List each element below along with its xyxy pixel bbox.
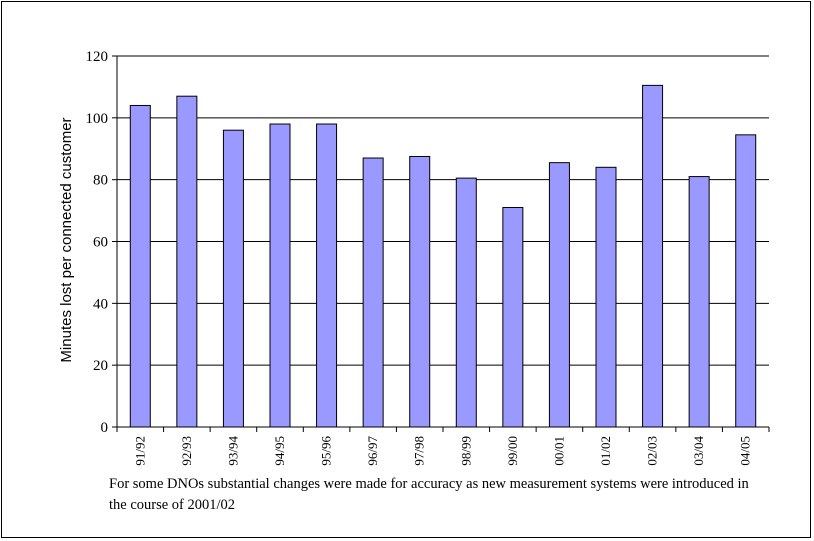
bar-01/02	[595, 166, 617, 428]
bar-91/92	[129, 104, 151, 428]
y-tick-labels: 0 20 40 60 80 100 120	[86, 49, 109, 436]
bar-92/93	[176, 95, 198, 428]
x-tick-label-91/92: 91/92	[132, 436, 147, 466]
bar-98/99	[455, 177, 477, 428]
x-tick-label-93/94: 93/94	[225, 436, 240, 466]
bar-93/94	[222, 129, 244, 428]
y-tick-label-80: 80	[93, 173, 108, 189]
bar-99/00	[502, 206, 524, 428]
bar-03/04	[688, 176, 710, 428]
footnote: For some DNOs substantial changes were m…	[109, 476, 749, 513]
bar-96/97	[362, 157, 384, 428]
y-tick-label-40: 40	[93, 296, 108, 312]
bar-04/05	[735, 134, 757, 428]
axes	[112, 55, 770, 432]
x-tick-label-96/97: 96/97	[365, 436, 380, 466]
gridlines	[117, 55, 769, 366]
bar-02/03	[642, 84, 664, 428]
x-tick-label-03/04: 03/04	[691, 436, 706, 466]
x-tick-label-99/00: 99/00	[505, 436, 520, 466]
bar-94/95	[269, 123, 291, 428]
x-tick-label-92/93: 92/93	[179, 436, 194, 466]
y-tick-label-60: 60	[93, 235, 108, 251]
bar-95/96	[316, 123, 338, 428]
y-tick-label-0: 0	[101, 420, 109, 436]
bars	[129, 84, 757, 428]
bar-97/98	[409, 155, 431, 428]
x-tick-label-94/95: 94/95	[272, 436, 287, 466]
x-tick-labels: 91/92 92/93 93/94 94/95 95/96 96/97 97/98 98/99…	[132, 436, 752, 466]
y-axis-label: Minutes lost per connected customer	[58, 117, 75, 362]
x-tick-label-04/05: 04/05	[738, 436, 753, 466]
y-tick-label-20: 20	[93, 358, 108, 374]
x-tick-label-02/03: 02/03	[645, 436, 660, 466]
x-tick-label-97/98: 97/98	[412, 436, 427, 466]
bar-00/01	[548, 162, 570, 428]
x-tick-label-01/02: 01/02	[598, 436, 613, 466]
y-tick-label-100: 100	[86, 111, 109, 127]
x-tick-label-00/01: 00/01	[551, 436, 566, 466]
x-tick-label-98/99: 98/99	[458, 436, 473, 466]
y-tick-label-120: 120	[86, 49, 109, 65]
x-tick-label-95/96: 95/96	[319, 436, 334, 466]
